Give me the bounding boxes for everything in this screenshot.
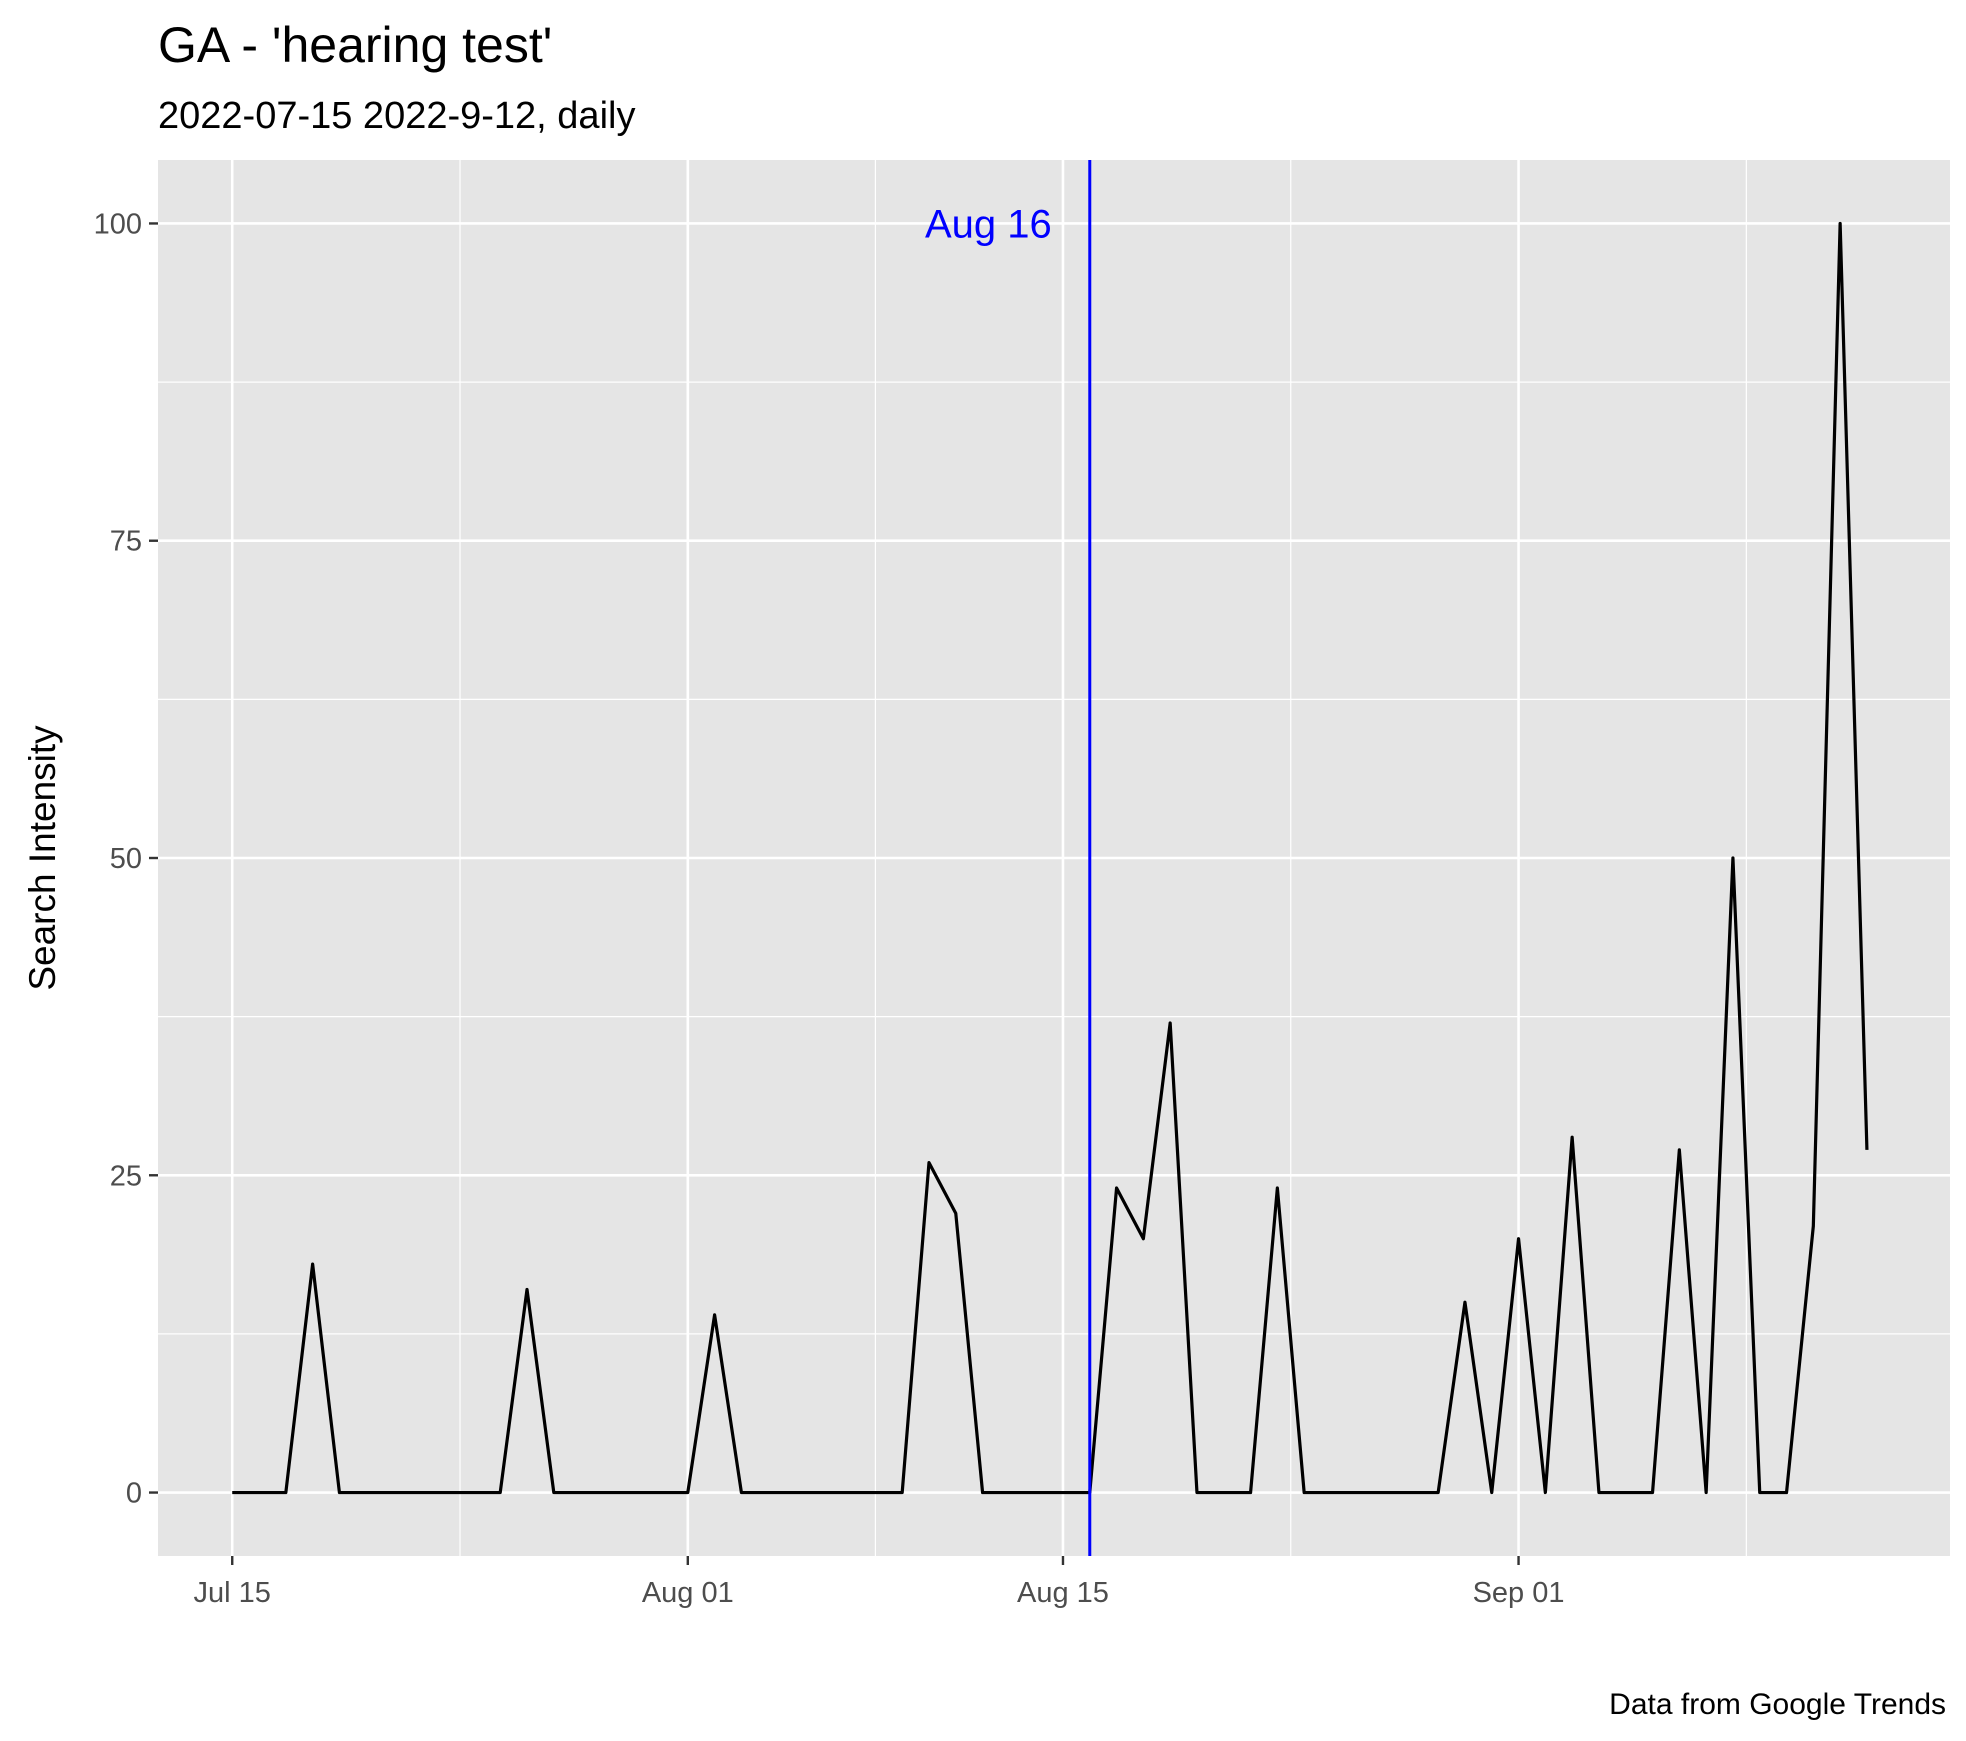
x-tick-label: Aug 15 — [1017, 1577, 1109, 1609]
vline-layer: Aug 16 — [925, 160, 1092, 1556]
chart-title: GA - 'hearing test' — [158, 17, 552, 73]
x-tick-label: Sep 01 — [1473, 1577, 1565, 1609]
y-tick-label: 50 — [110, 843, 142, 875]
y-tick-label: 100 — [94, 208, 142, 240]
y-axis-title: Search Intensity — [22, 725, 63, 991]
y-tick-label: 75 — [110, 526, 142, 558]
x-tick-label: Aug 01 — [642, 1577, 734, 1609]
axes-layer: Jul 15 Aug 01 Aug 15 Sep 01 0 25 50 75 100 — [94, 208, 1565, 1609]
y-tick-label: 0 — [126, 1478, 142, 1510]
grid-major — [158, 160, 1950, 1556]
y-tick-label: 25 — [110, 1160, 142, 1192]
reference-line-label: Aug 16 — [925, 202, 1052, 246]
chart-subtitle: 2022-07-15 2022-9-12, daily — [158, 95, 635, 137]
x-tick-label: Jul 15 — [194, 1577, 271, 1609]
series-layer — [232, 221, 1869, 1495]
chart-caption: Data from Google Trends — [1609, 1688, 1946, 1721]
series-line-0 — [232, 221, 1869, 1495]
